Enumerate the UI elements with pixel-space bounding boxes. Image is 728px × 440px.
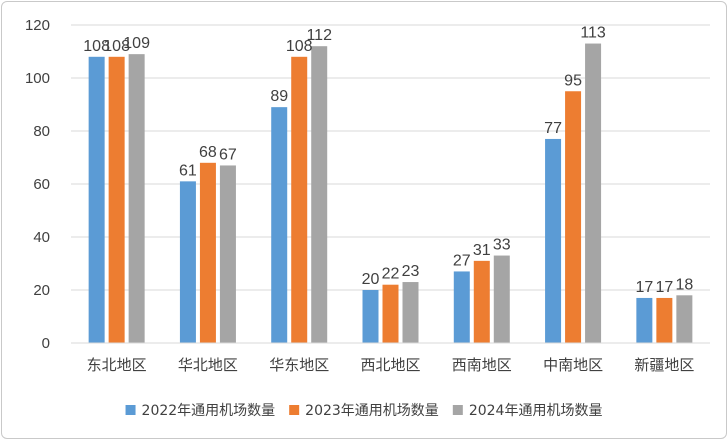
data-label: 89 xyxy=(270,88,288,105)
legend-label: 2022年通用机场数量 xyxy=(142,403,276,419)
data-label: 112 xyxy=(306,27,332,44)
category-label: 中南地区 xyxy=(543,356,603,374)
data-label: 18 xyxy=(675,276,693,293)
data-label: 23 xyxy=(402,263,420,280)
bars xyxy=(88,43,693,344)
y-tick-label: 20 xyxy=(33,282,50,299)
legend-label: 2023年通用机场数量 xyxy=(305,403,439,419)
data-label: 113 xyxy=(580,25,606,42)
gridlines xyxy=(71,24,710,291)
y-tick-label: 0 xyxy=(42,335,50,352)
bar xyxy=(453,271,470,343)
y-tick-label: 80 xyxy=(33,123,50,140)
bar xyxy=(108,56,125,344)
bar xyxy=(636,297,653,343)
data-label: 17 xyxy=(655,279,673,296)
bar xyxy=(311,46,328,343)
bar xyxy=(585,43,602,344)
y-tick-label: 100 xyxy=(25,70,50,87)
bar xyxy=(493,255,510,343)
data-label: 108 xyxy=(83,38,110,55)
bar xyxy=(362,290,379,343)
bar xyxy=(402,282,419,343)
data-label: 67 xyxy=(219,146,237,163)
legend-swatch xyxy=(289,405,300,415)
y-tick-label: 40 xyxy=(33,229,50,246)
y-tick-label: 120 xyxy=(25,17,50,34)
legend: 2022年通用机场数量 2023年通用机场数量 2024年通用机场数量 xyxy=(125,403,603,419)
legend-swatch xyxy=(125,405,136,415)
bar xyxy=(656,297,673,343)
data-label: 108 xyxy=(286,38,313,55)
bar xyxy=(199,162,216,343)
bar xyxy=(291,56,308,344)
data-label: 17 xyxy=(635,279,653,296)
legend-label: 2024年通用机场数量 xyxy=(469,403,603,419)
data-label: 33 xyxy=(493,237,511,254)
category-labels: 东北地区 华北地区 华东地区 西北地区 西南地区 中南地区 新疆地区 xyxy=(87,356,695,374)
bar xyxy=(565,91,582,343)
data-label: 20 xyxy=(362,271,380,288)
data-label: 61 xyxy=(179,162,197,179)
category-label: 西北地区 xyxy=(360,356,420,374)
bar xyxy=(676,295,693,343)
bar xyxy=(219,165,236,343)
data-label: 68 xyxy=(199,144,217,161)
bar xyxy=(545,138,562,343)
category-label: 东北地区 xyxy=(87,356,147,374)
category-label: 华北地区 xyxy=(178,356,238,374)
bar xyxy=(382,284,399,343)
bar xyxy=(128,54,145,344)
category-label: 华东地区 xyxy=(269,356,329,374)
data-label: 95 xyxy=(564,72,582,89)
bar xyxy=(473,260,490,343)
category-label: 新疆地区 xyxy=(634,356,694,374)
bar xyxy=(179,181,196,343)
legend-swatch xyxy=(452,405,463,415)
data-label: 22 xyxy=(382,266,400,283)
data-label: 27 xyxy=(453,252,471,269)
bar xyxy=(271,107,288,344)
data-label: 31 xyxy=(473,242,491,259)
category-label: 西南地区 xyxy=(452,356,512,374)
y-axis-ticks: 0 20 40 60 80 100 120 xyxy=(25,17,50,352)
bar xyxy=(88,56,105,344)
y-tick-label: 60 xyxy=(33,176,50,193)
data-label: 108 xyxy=(103,38,130,55)
data-label: 77 xyxy=(544,120,562,137)
data-label: 109 xyxy=(123,35,150,52)
